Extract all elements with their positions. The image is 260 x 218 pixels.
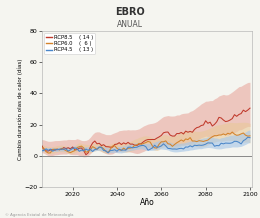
Text: ANUAL: ANUAL [117, 20, 143, 29]
X-axis label: Año: Año [140, 198, 154, 207]
Legend: RCP8.5    ( 14 ), RCP6.0    (  6 ), RCP4.5    ( 13 ): RCP8.5 ( 14 ), RCP6.0 ( 6 ), RCP4.5 ( 13… [44, 33, 95, 54]
Y-axis label: Cambio duración olas de calor (días): Cambio duración olas de calor (días) [17, 58, 23, 160]
Text: © Agencia Estatal de Meteorología: © Agencia Estatal de Meteorología [5, 213, 74, 217]
Text: EBRO: EBRO [115, 7, 145, 17]
